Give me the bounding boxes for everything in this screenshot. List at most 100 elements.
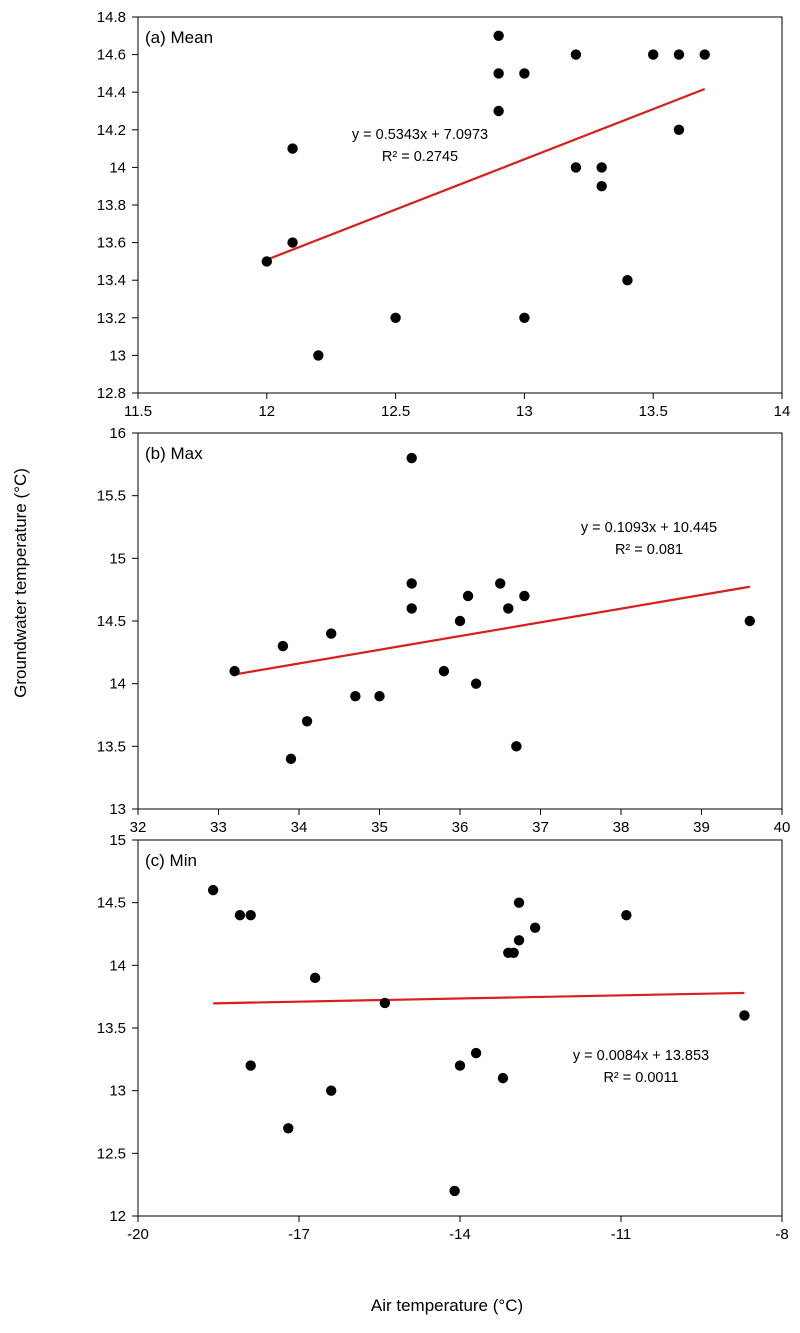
data-point [390,312,401,323]
data-point [497,1072,509,1084]
panel-label: (c) Min [145,851,197,870]
data-point [621,910,632,921]
data-point [406,603,417,614]
data-point [261,256,272,267]
data-point [739,1010,750,1021]
data-point [374,691,385,702]
y-tick-label: 14.5 [97,895,126,912]
data-point [309,972,321,984]
y-tick-label: 14.6 [97,47,126,64]
data-point [493,105,504,117]
data-point [287,143,298,154]
data-point [511,741,522,752]
x-tick-label: 38 [613,819,630,836]
data-point [519,590,530,602]
y-tick-label: 13 [109,1083,126,1100]
x-tick-label: 13.5 [639,403,668,420]
x-tick-label: -11 [611,1226,632,1243]
y-tick-label: 14 [109,676,126,693]
chart-panel-3: -20 -17 -14 -11 -8 12 12.5 13 13.5 14 14.5 15 (c) Mi… [97,832,789,1243]
data-point [406,578,417,589]
x-tick-label: 32 [130,819,147,836]
y-tick-label: 14 [109,957,126,974]
chart-panel-1: 11.5 12 12.5 13 13.5 14 12.8 13 13.2 13.4 13.6 13.8… [97,9,791,420]
plot-frame [137,839,783,1217]
data-point [570,162,582,173]
data-point [673,49,685,60]
x-tick-label: 34 [291,819,308,836]
x-tick-label: 13 [516,403,533,420]
data-point [513,897,525,908]
data-point [285,753,297,765]
data-point [245,910,256,921]
data-point [283,1123,294,1134]
data-point [438,665,450,677]
data-point [462,590,474,602]
data-point [313,350,324,361]
data-point [529,922,541,933]
data-point [493,68,504,79]
chart-panel-2: 32 33 34 35 36 37 38 39 40 13 13.5 14 14.5 15 15.5 16 (b… [97,425,791,836]
x-tick-label: 14 [774,403,791,420]
data-point [470,678,482,689]
y-tick-label: 15.5 [97,488,126,505]
data-point [519,312,530,323]
x-tick-label: -17 [288,1226,310,1243]
y-tick-label: 14.8 [97,9,126,26]
data-point [596,181,607,192]
y-tick-label: 15 [109,832,126,849]
chart-panels: 11.5 12 12.5 13 13.5 14 12.8 13 13.2 13.4 13.6 13.8… [97,9,791,1243]
data-point [406,452,417,464]
y-tick-label: 15 [109,550,126,567]
data-point [699,49,710,60]
data-point [648,49,659,60]
x-tick-label: 33 [210,819,227,836]
data-point [326,628,337,639]
data-point [207,884,219,896]
panel-label: (a) Mean [145,28,213,47]
plot-frame [137,16,783,394]
y-tick-label: 14.5 [97,613,126,630]
x-tick-label: 12 [258,403,275,420]
data-point [470,1047,482,1059]
y-tick-label: 14.4 [97,84,126,101]
x-tick-label: 36 [452,819,469,836]
data-point [454,1060,466,1071]
data-point [350,691,361,702]
y-tick-label: 13.5 [97,738,126,755]
x-tick-label: 39 [693,819,710,836]
y-tick-label: 13 [109,801,126,818]
data-point [508,947,519,958]
regression-equation: y = 0.5343x + 7.0973 [352,127,488,143]
data-point [326,1085,337,1096]
trendline [234,585,750,676]
x-tick-label: 37 [532,819,549,836]
y-tick-label: 12 [109,1208,126,1225]
y-tick-label: 13.5 [97,1020,126,1037]
data-point [379,997,391,1009]
data-point [245,1060,256,1071]
data-point [744,615,755,627]
data-point [513,935,525,946]
r-squared-label: R² = 0.0011 [603,1070,678,1086]
data-point [519,68,530,79]
data-point [301,716,313,727]
data-point [454,615,466,627]
data-point [234,910,246,921]
trendline [213,991,745,1005]
data-point [503,603,514,614]
x-tick-label: -20 [127,1226,149,1243]
data-point [622,275,633,286]
x-tick-label: -8 [775,1226,788,1243]
y-axis-title: Groundwater temperature (°C) [11,468,30,698]
y-tick-label: 14 [109,159,126,176]
y-tick-label: 13 [109,347,126,364]
data-point [449,1185,460,1197]
x-tick-label: -14 [449,1226,471,1243]
data-point [493,30,504,41]
y-tick-label: 12.5 [97,1145,126,1162]
r-squared-label: R² = 0.081 [615,542,683,558]
y-tick-label: 13.2 [97,310,126,327]
x-axis-title: Air temperature (°C) [371,1296,523,1315]
